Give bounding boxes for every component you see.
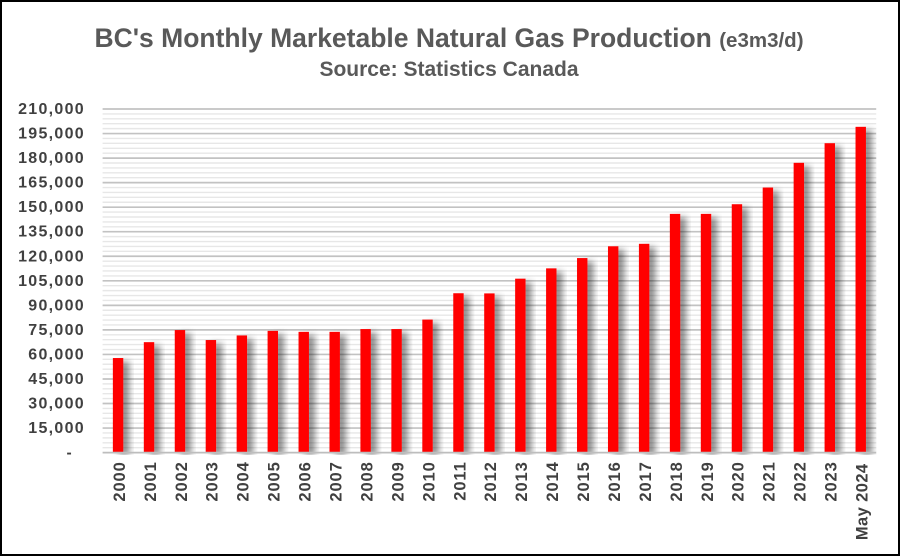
- svg-text:120,000: 120,000: [18, 248, 85, 265]
- svg-text:30,000: 30,000: [28, 396, 85, 413]
- svg-text:60,000: 60,000: [28, 346, 85, 363]
- svg-text:195,000: 195,000: [18, 126, 85, 143]
- svg-text:2002: 2002: [173, 461, 191, 501]
- svg-text:2009: 2009: [389, 461, 407, 501]
- svg-text:2001: 2001: [142, 461, 160, 501]
- svg-text:Source: Statistics Canada: Source: Statistics Canada: [319, 58, 578, 81]
- svg-text:2015: 2015: [575, 461, 593, 501]
- svg-text:2013: 2013: [513, 461, 531, 501]
- svg-text:2007: 2007: [327, 461, 345, 501]
- svg-text:2018: 2018: [668, 461, 686, 501]
- svg-text:165,000: 165,000: [18, 175, 85, 192]
- svg-text:2011: 2011: [451, 461, 469, 500]
- svg-text:2020: 2020: [730, 461, 748, 501]
- svg-text:75,000: 75,000: [28, 322, 85, 339]
- svg-text:2023: 2023: [823, 461, 841, 501]
- svg-text:2010: 2010: [420, 461, 438, 501]
- svg-text:2005: 2005: [266, 461, 284, 501]
- svg-text:2003: 2003: [204, 461, 222, 501]
- svg-text:2014: 2014: [544, 461, 562, 501]
- svg-text:105,000: 105,000: [18, 273, 85, 290]
- svg-text:90,000: 90,000: [28, 297, 85, 314]
- svg-text:210,000: 210,000: [18, 101, 85, 118]
- svg-text:2017: 2017: [637, 461, 655, 501]
- svg-text:135,000: 135,000: [18, 224, 85, 241]
- svg-text:2006: 2006: [297, 461, 315, 501]
- svg-text:2022: 2022: [792, 461, 810, 501]
- svg-text:2000: 2000: [111, 461, 129, 501]
- svg-text:BC's Monthly Marketable Natura: BC's Monthly Marketable Natural Gas Prod…: [94, 23, 803, 53]
- svg-text:180,000: 180,000: [18, 150, 85, 167]
- svg-text:150,000: 150,000: [18, 199, 85, 216]
- svg-text:2004: 2004: [235, 461, 253, 501]
- svg-text:2016: 2016: [606, 461, 624, 501]
- svg-text:-: -: [67, 445, 72, 462]
- svg-text:45,000: 45,000: [28, 371, 85, 388]
- svg-text:2019: 2019: [699, 461, 717, 501]
- svg-text:2008: 2008: [358, 461, 376, 501]
- svg-text:May 2024: May 2024: [854, 463, 872, 540]
- svg-text:15,000: 15,000: [28, 420, 85, 437]
- svg-text:2012: 2012: [482, 461, 500, 501]
- svg-text:2021: 2021: [761, 461, 779, 501]
